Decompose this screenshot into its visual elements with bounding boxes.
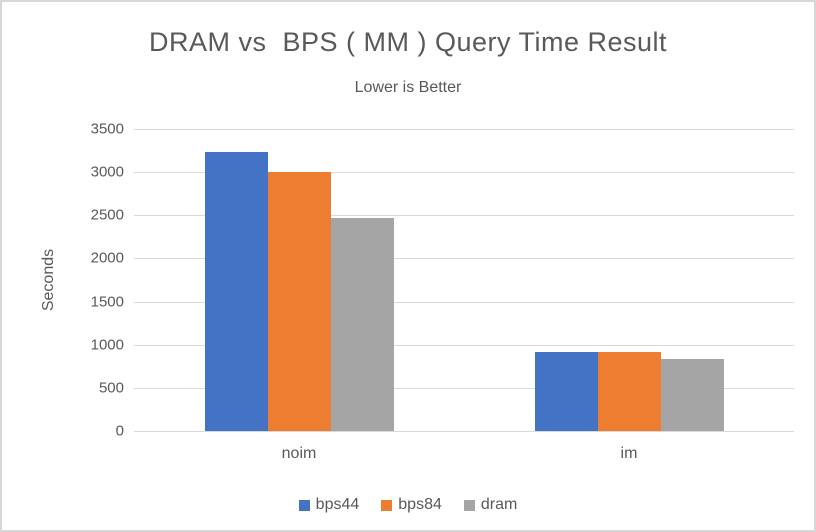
legend-label-bps44: bps44 [315,496,360,513]
plot-area [134,129,794,432]
gridline-2000 [134,258,794,260]
legend-label-dram: dram [480,496,518,513]
y-tick-label-3000: 3000 [90,163,124,181]
gridline-3000 [134,172,794,174]
legend-item-dram: dram [463,496,518,514]
gridline-1500 [134,301,794,303]
gridline-0 [134,431,794,432]
gridline-3500 [134,129,794,130]
y-axis-ticks: 0 500 1000 1500 2000 2500 3000 3500 [2,121,124,440]
y-tick-label-1000: 1000 [90,336,124,354]
legend-swatch-dram [463,499,475,511]
y-tick-label-2000: 2000 [90,249,124,267]
y-tick-label-0: 0 [115,422,124,440]
bar-bps44-noim [204,152,268,431]
gridline-2500 [134,215,794,217]
legend-item-bps44: bps44 [298,496,360,514]
legend-item-bps84: bps84 [381,496,442,514]
x-category-label-im: im [620,445,638,462]
gridline-1000 [134,344,794,346]
legend-label-bps84: bps84 [398,496,442,513]
x-category-label-noim: noim [281,445,317,462]
y-tick-label-1500: 1500 [90,293,124,311]
legend: bps44 bps84 dram [2,496,814,514]
legend-swatch-bps44 [298,499,310,511]
bar-dram-noim [330,217,394,431]
chart-title: DRAM vs BPS ( MM ) Query Time Result [148,27,668,57]
bar-dram-im [660,358,724,431]
y-tick-label-500: 500 [98,379,124,397]
bar-bps84-im [597,352,661,431]
gridline-500 [134,387,794,389]
y-tick-label-3500: 3500 [90,120,124,138]
bar-bps84-noim [267,172,331,431]
chart-subtitle: Lower is Better [354,79,462,96]
bar-bps44-im [534,351,598,431]
y-tick-label-2500: 2500 [90,206,124,224]
legend-swatch-bps84 [381,499,393,511]
